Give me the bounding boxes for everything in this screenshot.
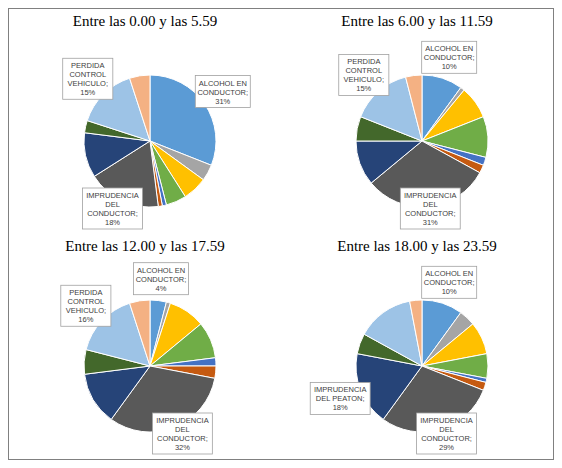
svg-text:4%: 4% — [156, 284, 167, 293]
svg-text:IMPRUDENCIA: IMPRUDENCIA — [420, 416, 473, 425]
svg-text:CONTROL: CONTROL — [69, 70, 106, 79]
svg-text:10%: 10% — [442, 287, 457, 296]
svg-text:ALCOHOL EN: ALCOHOL EN — [425, 269, 473, 278]
svg-text:VEHICULO;: VEHICULO; — [68, 79, 108, 88]
svg-text:VEHICULO;: VEHICULO; — [66, 306, 106, 315]
svg-text:IMPRUDENCIA: IMPRUDENCIA — [404, 191, 457, 200]
svg-text:16%: 16% — [78, 315, 93, 324]
svg-text:ALCOHOL EN: ALCOHOL EN — [137, 266, 185, 275]
svg-text:32%: 32% — [175, 443, 190, 452]
svg-text:PERDIDA: PERDIDA — [71, 61, 104, 70]
svg-text:ALCOHOL EN: ALCOHOL EN — [199, 79, 247, 88]
svg-text:15%: 15% — [80, 88, 95, 97]
svg-text:29%: 29% — [439, 443, 454, 452]
svg-text:CONDUCTOR;: CONDUCTOR; — [424, 278, 475, 287]
html-text:Entre las 12.00 y las 17.59: Entre las 12.00 y las 17.59 — [65, 238, 225, 254]
svg-text:18%: 18% — [105, 218, 120, 227]
svg-text:VEHICULO;: VEHICULO; — [344, 75, 384, 84]
svg-text:31%: 31% — [423, 218, 438, 227]
svg-text:15%: 15% — [356, 84, 371, 93]
svg-text:PERDIDA: PERDIDA — [69, 288, 102, 297]
svg-text:CONDUCTOR;: CONDUCTOR; — [424, 53, 475, 62]
svg-text:10%: 10% — [442, 62, 457, 71]
svg-text:CONDUCTOR;: CONDUCTOR; — [87, 209, 138, 218]
svg-text:IMPRUDENCIA: IMPRUDENCIA — [156, 416, 209, 425]
svg-text:DEL: DEL — [423, 200, 438, 209]
svg-text:DEL PEATON;: DEL PEATON; — [316, 394, 365, 403]
svg-text:IMPRUDENCIA: IMPRUDENCIA — [314, 385, 367, 394]
svg-text:DEL: DEL — [175, 425, 190, 434]
svg-text:IMPRUDENCIA: IMPRUDENCIA — [86, 191, 139, 200]
svg-text:DEL: DEL — [439, 425, 454, 434]
svg-text:CONTROL: CONTROL — [345, 66, 382, 75]
svg-text:CONDUCTOR;: CONDUCTOR; — [136, 275, 187, 284]
svg-text:CONDUCTOR;: CONDUCTOR; — [157, 434, 208, 443]
svg-text:18%: 18% — [333, 403, 348, 412]
svg-text:CONDUCTOR;: CONDUCTOR; — [405, 209, 456, 218]
svg-text:PERDIDA: PERDIDA — [347, 57, 380, 66]
svg-text:CONDUCTOR;: CONDUCTOR; — [421, 434, 472, 443]
svg-text:DEL: DEL — [105, 200, 120, 209]
html-text:Entre las 0.00 y las 5.59: Entre las 0.00 y las 5.59 — [72, 13, 218, 29]
svg-text:ALCOHOL EN: ALCOHOL EN — [425, 44, 473, 53]
svg-text:CONDUCTOR;: CONDUCTOR; — [197, 88, 248, 97]
html-text:Entre las 18.00 y las 23.59: Entre las 18.00 y las 23.59 — [337, 238, 497, 254]
svg-text:31%: 31% — [215, 97, 230, 106]
svg-text:CONTROL: CONTROL — [68, 297, 105, 306]
html-text:Entre las 6.00 y las 11.59: Entre las 6.00 y las 11.59 — [341, 13, 493, 29]
